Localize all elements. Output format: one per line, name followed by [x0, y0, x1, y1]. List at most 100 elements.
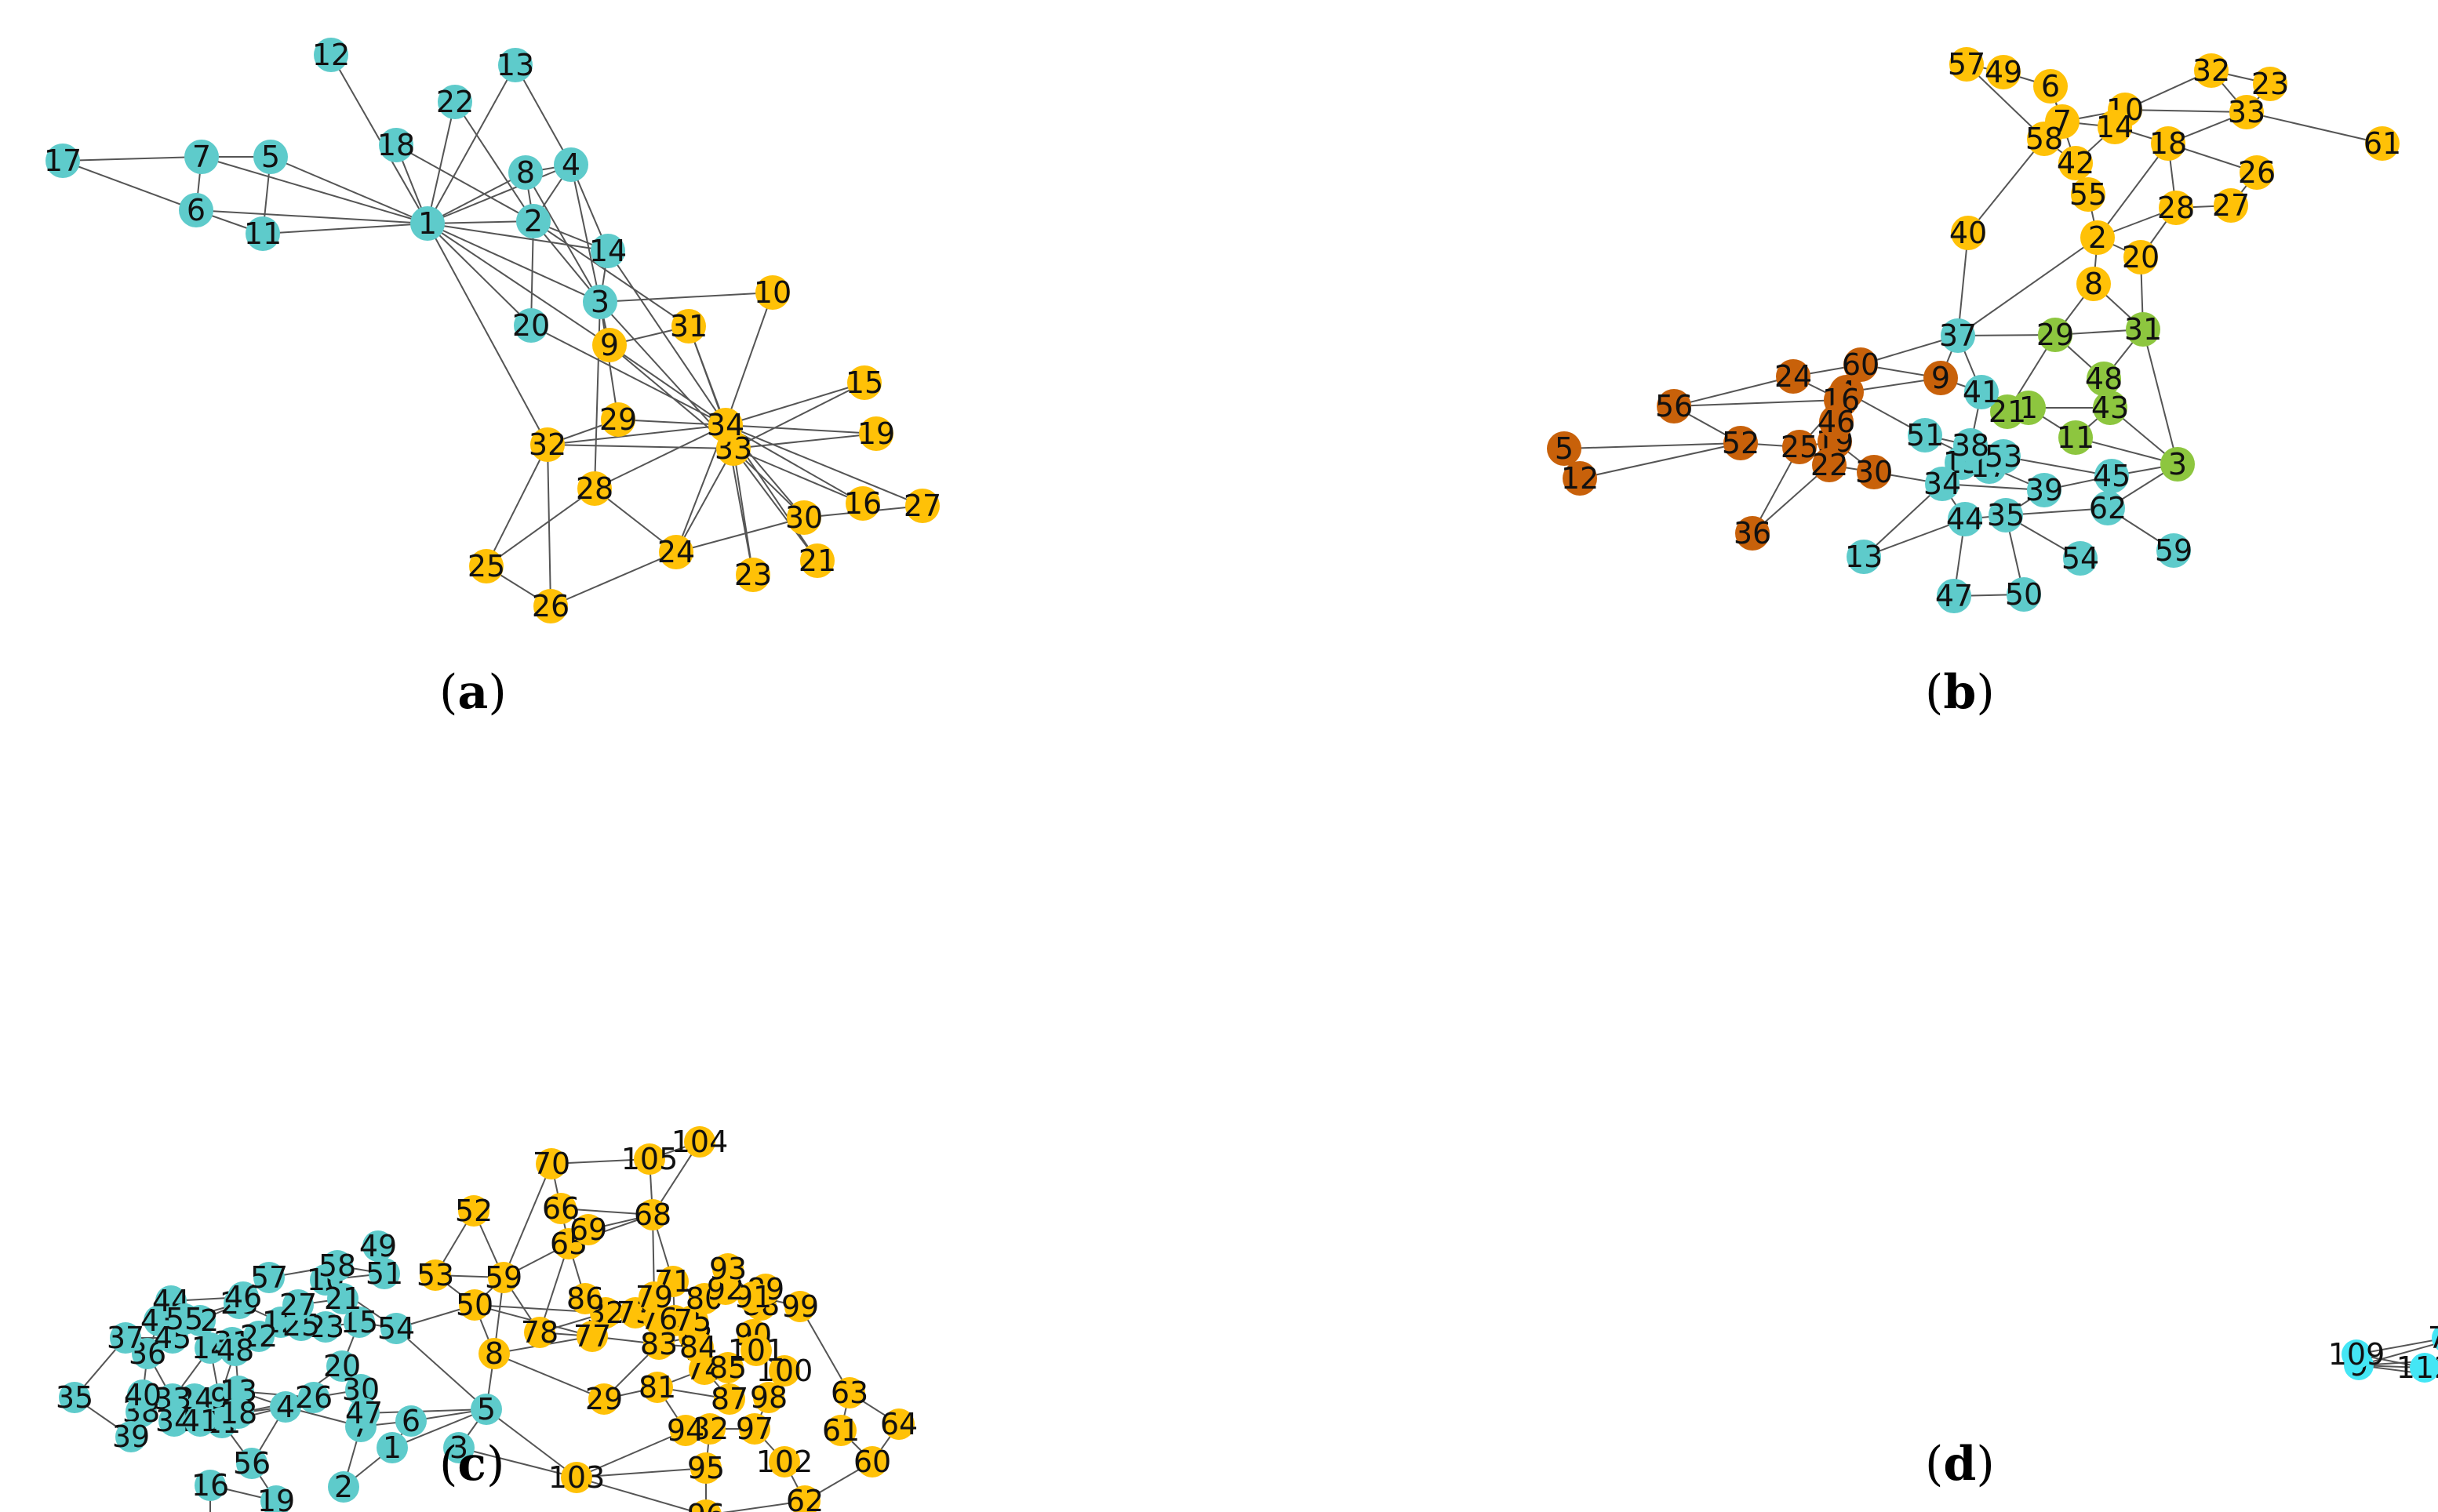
node-45: 45	[2093, 459, 2131, 493]
node-60: 60	[1842, 347, 1879, 382]
node-86: 86	[566, 1281, 604, 1316]
node-circle	[1986, 55, 2021, 89]
node-circle	[314, 38, 348, 72]
node-label: 61	[2363, 126, 2401, 161]
node-38: 38	[1952, 428, 1989, 463]
node-label: 33	[2228, 95, 2265, 129]
node-label: 26	[295, 1380, 333, 1415]
node-circle	[410, 206, 445, 241]
node-label: 19	[257, 1484, 295, 1512]
node-51: 51	[366, 1256, 403, 1291]
node-circle	[2214, 188, 2248, 223]
node-15: 15	[846, 365, 883, 400]
node-label: 18	[377, 128, 415, 162]
node-label: 103	[548, 1460, 606, 1495]
node-96: 96	[687, 1498, 725, 1512]
node-circle	[2229, 95, 2264, 129]
edge-31-34	[688, 325, 726, 426]
edge-1-13	[427, 64, 516, 224]
node-112: 112	[2396, 1350, 2438, 1385]
node-30: 30	[785, 500, 823, 535]
node-40: 40	[124, 1378, 162, 1412]
node-16: 16	[191, 1468, 229, 1503]
node-circle	[2410, 1353, 2438, 1383]
node-label: 83	[640, 1327, 678, 1361]
edge-16-33	[733, 448, 864, 504]
edge-103-5	[486, 1408, 577, 1478]
node-label: 29	[585, 1382, 623, 1416]
node-circle	[479, 1338, 510, 1369]
node-label: 11	[2057, 420, 2094, 455]
node-6: 6	[395, 1404, 427, 1438]
node-label: 15	[846, 365, 883, 400]
node-label: 27	[2212, 188, 2250, 223]
node-label: 102	[756, 1445, 813, 1479]
node-50: 50	[456, 1288, 493, 1322]
node-circle	[1776, 359, 1810, 394]
node-circle	[1925, 467, 1959, 501]
node-circle	[592, 328, 627, 362]
node-68: 68	[634, 1198, 671, 1232]
node-label: 101	[728, 1333, 785, 1368]
node-circle	[132, 1338, 163, 1369]
node-26: 26	[2238, 155, 2276, 190]
node-circle	[379, 128, 413, 162]
node-58: 58	[318, 1248, 356, 1283]
node-label: 70	[533, 1147, 570, 1181]
node-4: 4	[554, 147, 588, 182]
node-25: 25	[1781, 430, 1818, 464]
node-19: 19	[857, 416, 895, 451]
edge-53-45	[2003, 456, 2112, 477]
node-label: 46	[1818, 405, 1855, 439]
node-14: 14	[589, 234, 627, 268]
node-27: 27	[904, 489, 941, 523]
edge-1-4	[427, 164, 572, 224]
edge-1-7	[201, 156, 428, 224]
edge-24-30	[675, 517, 805, 553]
node-circle	[825, 1415, 857, 1446]
node-circle	[712, 1253, 744, 1285]
node-circle	[260, 1485, 292, 1512]
node-label: 17	[44, 144, 82, 178]
node-label: 109	[2328, 1337, 2385, 1372]
node-label: 3	[2168, 447, 2187, 482]
node-13: 13	[497, 48, 534, 82]
node-94: 94	[667, 1413, 704, 1448]
node-label: 51	[366, 1256, 403, 1291]
node-101: 101	[728, 1333, 785, 1368]
node-36: 36	[1734, 516, 1771, 551]
node-circle	[2432, 1325, 2438, 1350]
edge-8-29	[493, 1353, 605, 1400]
edge-25-28	[486, 488, 595, 567]
node-14: 14	[2096, 110, 2134, 144]
node-circle	[671, 309, 706, 343]
node-circle	[1819, 405, 1854, 439]
node-label: 42	[2057, 146, 2094, 180]
edge-24-33	[675, 448, 734, 553]
node-5: 5	[471, 1392, 502, 1427]
node-label: 12	[1561, 461, 1599, 496]
panel-d: 1234679101112131415161718192021222324252…	[1219, 756, 2438, 1512]
node-circle	[195, 1470, 226, 1501]
node-label: 18	[2149, 126, 2187, 161]
node-circle	[834, 1377, 865, 1408]
node-label: 87	[711, 1382, 748, 1416]
node-22: 22	[436, 85, 474, 119]
node-circle	[2058, 420, 2093, 455]
node-37: 37	[1939, 318, 1977, 353]
edge-20-34	[530, 325, 726, 426]
edge-2-31	[533, 220, 690, 327]
node-label: 62	[2089, 491, 2127, 525]
node-circle	[1949, 47, 1984, 82]
node-label: 34	[707, 408, 744, 442]
edge-2-22	[454, 101, 534, 222]
node-circle	[395, 1405, 427, 1437]
node-label: 43	[2091, 391, 2129, 425]
node-label: 4	[562, 147, 580, 182]
node-label: 27	[904, 489, 941, 523]
node-25: 25	[468, 549, 505, 583]
node-circle	[639, 1281, 670, 1313]
node-label: 39	[112, 1419, 150, 1454]
node-circle	[327, 1283, 358, 1314]
edge-1-2	[427, 220, 534, 224]
